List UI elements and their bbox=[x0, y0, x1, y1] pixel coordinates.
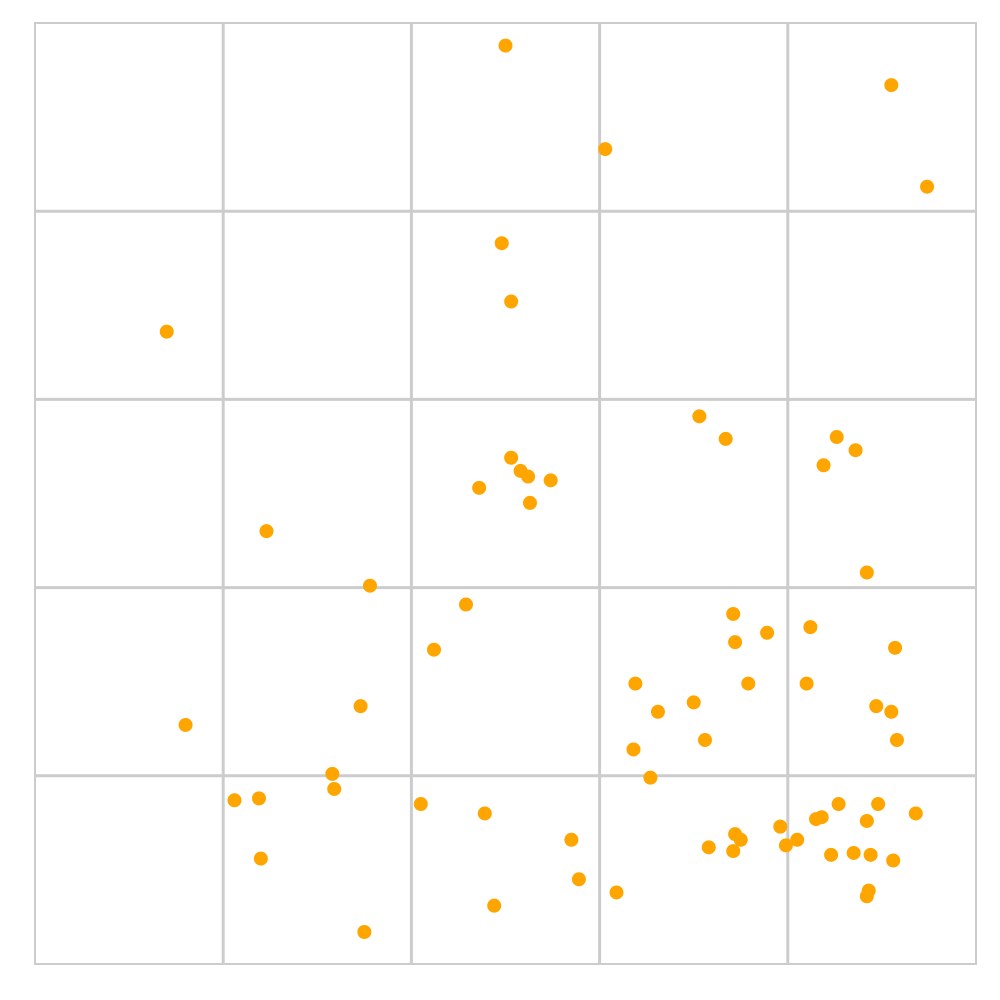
data-point bbox=[718, 431, 733, 446]
grid-lines bbox=[34, 22, 977, 965]
data-point bbox=[692, 409, 707, 424]
data-point bbox=[543, 473, 558, 488]
data-point bbox=[159, 324, 174, 339]
data-point bbox=[760, 625, 775, 640]
data-point bbox=[728, 635, 743, 650]
data-point bbox=[863, 847, 878, 862]
data-point bbox=[908, 806, 923, 821]
data-point bbox=[726, 606, 741, 621]
data-point bbox=[701, 840, 716, 855]
data-point bbox=[628, 676, 643, 691]
data-point bbox=[884, 704, 899, 719]
data-point bbox=[824, 847, 839, 862]
data-point bbox=[522, 495, 537, 510]
data-point bbox=[803, 620, 818, 635]
data-point bbox=[650, 704, 665, 719]
data-point bbox=[253, 851, 268, 866]
data-point bbox=[487, 898, 502, 913]
data-point bbox=[362, 578, 377, 593]
data-point bbox=[733, 832, 748, 847]
data-point bbox=[726, 844, 741, 859]
data-point bbox=[426, 642, 441, 657]
data-point bbox=[859, 889, 874, 904]
data-point bbox=[598, 142, 613, 157]
plot-frame bbox=[34, 22, 977, 965]
data-point bbox=[816, 458, 831, 473]
data-point bbox=[571, 872, 586, 887]
data-point bbox=[809, 812, 824, 827]
data-point bbox=[259, 524, 274, 539]
data-point bbox=[643, 770, 658, 785]
data-point bbox=[521, 469, 536, 484]
data-point bbox=[325, 766, 340, 781]
data-point bbox=[564, 832, 579, 847]
data-point bbox=[869, 699, 884, 714]
data-point bbox=[799, 676, 814, 691]
data-point bbox=[829, 430, 844, 445]
data-point bbox=[846, 845, 861, 860]
data-point bbox=[472, 480, 487, 495]
data-point bbox=[609, 885, 624, 900]
data-point bbox=[477, 806, 492, 821]
data-point bbox=[494, 236, 509, 251]
data-point bbox=[251, 791, 266, 806]
data-point bbox=[790, 832, 805, 847]
data-point bbox=[357, 925, 372, 940]
data-point bbox=[498, 38, 513, 53]
data-point bbox=[888, 640, 903, 655]
data-point bbox=[848, 443, 863, 458]
data-points bbox=[159, 38, 935, 940]
data-point bbox=[884, 78, 899, 93]
data-point bbox=[871, 797, 886, 812]
data-point bbox=[920, 179, 935, 194]
data-point bbox=[353, 699, 368, 714]
data-point bbox=[458, 597, 473, 612]
data-point bbox=[741, 676, 756, 691]
data-point bbox=[504, 450, 519, 465]
data-point bbox=[773, 819, 788, 834]
data-point bbox=[889, 733, 904, 748]
data-point bbox=[626, 742, 641, 757]
data-point bbox=[504, 294, 519, 309]
data-point bbox=[697, 733, 712, 748]
data-point bbox=[686, 695, 701, 710]
data-point bbox=[886, 853, 901, 868]
data-point bbox=[413, 797, 428, 812]
data-point bbox=[859, 565, 874, 580]
data-point bbox=[831, 797, 846, 812]
data-point bbox=[227, 793, 242, 808]
data-point bbox=[327, 781, 342, 796]
data-point bbox=[178, 717, 193, 732]
data-point bbox=[859, 813, 874, 828]
data-point bbox=[778, 838, 793, 853]
